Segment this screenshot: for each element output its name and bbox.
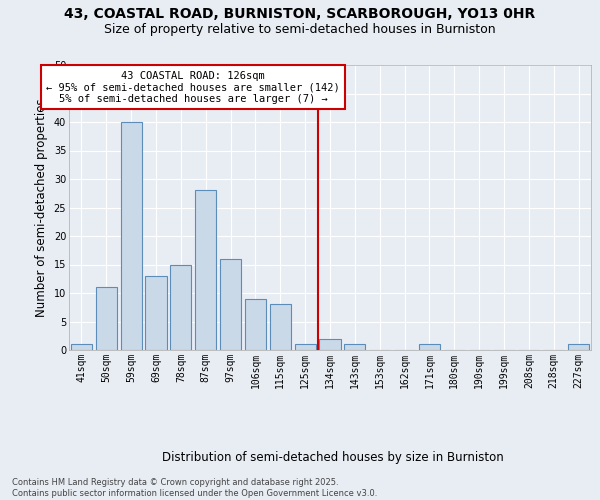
Bar bbox=[220, 259, 241, 350]
Bar bbox=[145, 276, 167, 350]
Bar bbox=[195, 190, 216, 350]
Text: Size of property relative to semi-detached houses in Burniston: Size of property relative to semi-detach… bbox=[104, 22, 496, 36]
Text: 43 COASTAL ROAD: 126sqm
← 95% of semi-detached houses are smaller (142)
5% of se: 43 COASTAL ROAD: 126sqm ← 95% of semi-de… bbox=[46, 70, 340, 104]
Bar bbox=[319, 338, 341, 350]
Y-axis label: Number of semi-detached properties: Number of semi-detached properties bbox=[35, 98, 48, 317]
Bar bbox=[419, 344, 440, 350]
Bar bbox=[568, 344, 589, 350]
Bar bbox=[121, 122, 142, 350]
Bar bbox=[96, 288, 117, 350]
Bar bbox=[344, 344, 365, 350]
Bar bbox=[170, 264, 191, 350]
Bar bbox=[245, 298, 266, 350]
Bar bbox=[71, 344, 92, 350]
Bar bbox=[295, 344, 316, 350]
Text: 43, COASTAL ROAD, BURNISTON, SCARBOROUGH, YO13 0HR: 43, COASTAL ROAD, BURNISTON, SCARBOROUGH… bbox=[64, 8, 536, 22]
Text: Contains HM Land Registry data © Crown copyright and database right 2025.
Contai: Contains HM Land Registry data © Crown c… bbox=[12, 478, 377, 498]
Text: Distribution of semi-detached houses by size in Burniston: Distribution of semi-detached houses by … bbox=[162, 451, 504, 464]
Bar bbox=[270, 304, 291, 350]
